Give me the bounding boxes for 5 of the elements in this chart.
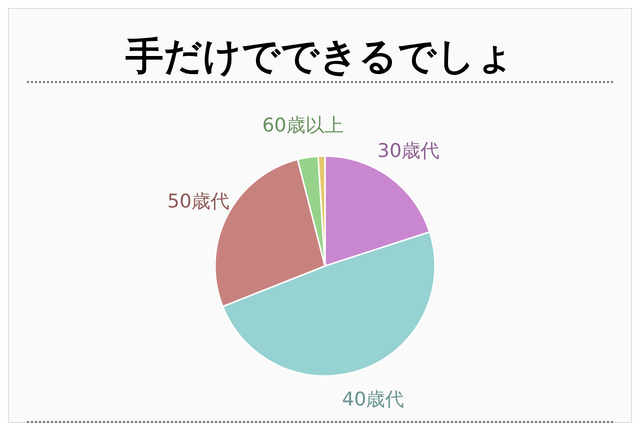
slice-label: 50歳代 <box>167 190 230 213</box>
slice-label: 40歳代 <box>342 388 404 411</box>
chart-title: 手だけでできるでしょ <box>124 33 516 80</box>
slice-label: 30歳代 <box>377 140 440 162</box>
slice-label: 60歳以上 <box>262 114 344 137</box>
